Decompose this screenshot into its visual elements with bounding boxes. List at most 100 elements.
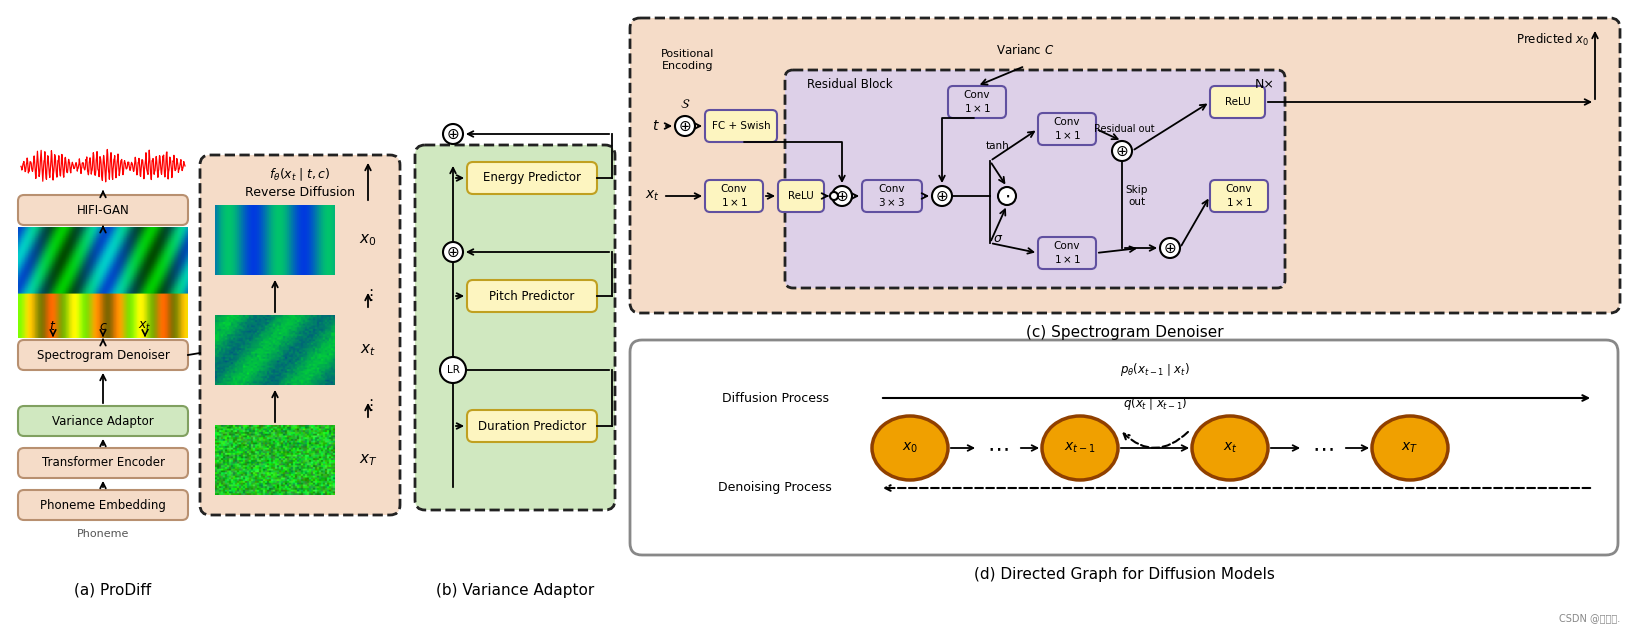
Text: $\cdot$: $\cdot$: [1005, 186, 1010, 205]
Text: Diffusion Process: Diffusion Process: [721, 392, 828, 404]
Text: $t$: $t$: [652, 119, 660, 133]
Text: (b) Variance Adaptor: (b) Variance Adaptor: [436, 583, 595, 597]
Text: N×: N×: [1255, 78, 1275, 92]
Circle shape: [830, 192, 838, 200]
Text: $\oplus$: $\oplus$: [446, 127, 460, 141]
Text: $x_t$: $x_t$: [646, 189, 660, 203]
Text: $\sigma$: $\sigma$: [993, 232, 1003, 244]
Text: Conv
$1\times1$: Conv $1\times1$: [1225, 184, 1252, 208]
Text: Denoising Process: Denoising Process: [718, 481, 832, 495]
Text: Varianc $C$: Varianc $C$: [996, 43, 1054, 57]
Text: CSDN @张小璃.: CSDN @张小璃.: [1558, 613, 1621, 623]
FancyBboxPatch shape: [786, 70, 1285, 288]
Text: $x_T$: $x_T$: [1402, 441, 1418, 455]
FancyBboxPatch shape: [18, 340, 188, 370]
Text: Phoneme Embedding: Phoneme Embedding: [40, 499, 166, 511]
Text: ReLU: ReLU: [1225, 97, 1250, 107]
Text: Residual Block: Residual Block: [807, 78, 893, 92]
Text: tanh: tanh: [987, 141, 1010, 151]
Text: $\oplus$: $\oplus$: [679, 118, 692, 134]
Circle shape: [1112, 141, 1131, 161]
Text: Pitch Predictor: Pitch Predictor: [489, 289, 575, 303]
Text: (a) ProDiff: (a) ProDiff: [74, 583, 152, 597]
FancyBboxPatch shape: [861, 180, 922, 212]
Text: $f_\theta(x_t\mid t,c)$: $f_\theta(x_t\mid t,c)$: [270, 167, 331, 183]
FancyBboxPatch shape: [18, 195, 188, 225]
FancyBboxPatch shape: [631, 340, 1617, 555]
Ellipse shape: [1192, 416, 1268, 480]
Text: Energy Predictor: Energy Predictor: [483, 172, 581, 184]
Circle shape: [675, 116, 695, 136]
Text: Skip
out: Skip out: [1127, 185, 1148, 207]
Text: HIFI-GAN: HIFI-GAN: [77, 204, 130, 216]
Text: $x_t$: $x_t$: [138, 319, 152, 333]
Text: Reverse Diffusion: Reverse Diffusion: [245, 186, 356, 200]
Text: Spectrogram Denoiser: Spectrogram Denoiser: [36, 349, 170, 361]
FancyBboxPatch shape: [18, 406, 188, 436]
Text: LR: LR: [446, 365, 460, 375]
Text: $\oplus$: $\oplus$: [1163, 240, 1176, 256]
Circle shape: [932, 186, 952, 206]
FancyBboxPatch shape: [18, 448, 188, 478]
Text: Duration Predictor: Duration Predictor: [478, 420, 586, 432]
Text: $\mathcal{S}$: $\mathcal{S}$: [680, 97, 690, 111]
Text: $q(x_t\mid x_{t-1})$: $q(x_t\mid x_{t-1})$: [1123, 394, 1187, 411]
Text: (c) Spectrogram Denoiser: (c) Spectrogram Denoiser: [1026, 326, 1224, 340]
FancyBboxPatch shape: [18, 490, 188, 520]
FancyBboxPatch shape: [1038, 113, 1095, 145]
Text: Transformer Encoder: Transformer Encoder: [41, 457, 165, 469]
Text: Positional
Encoding: Positional Encoding: [662, 49, 715, 71]
Text: Variance Adaptor: Variance Adaptor: [53, 415, 153, 427]
Circle shape: [443, 124, 463, 144]
FancyBboxPatch shape: [199, 155, 400, 515]
Text: Phoneme: Phoneme: [77, 529, 128, 539]
Text: $\oplus$: $\oplus$: [446, 244, 460, 259]
FancyBboxPatch shape: [777, 180, 824, 212]
FancyBboxPatch shape: [468, 410, 596, 442]
Text: Conv
$1\times1$: Conv $1\times1$: [1054, 117, 1080, 141]
Text: Conv
$1\times1$: Conv $1\times1$: [963, 90, 990, 114]
Text: $c$: $c$: [99, 319, 107, 333]
Text: Conv
$1\times1$: Conv $1\times1$: [1054, 241, 1080, 265]
Text: $\oplus$: $\oplus$: [835, 188, 848, 204]
Text: $\cdots$: $\cdots$: [1313, 438, 1334, 458]
Text: $x_T$: $x_T$: [359, 452, 377, 468]
Text: $x_0$: $x_0$: [359, 232, 377, 248]
Circle shape: [998, 187, 1016, 205]
Text: $\vdots$: $\vdots$: [362, 397, 374, 413]
Text: FC + Swish: FC + Swish: [712, 121, 771, 131]
Ellipse shape: [871, 416, 949, 480]
Text: ReLU: ReLU: [789, 191, 814, 201]
FancyBboxPatch shape: [468, 162, 596, 194]
Text: $\oplus$: $\oplus$: [1115, 144, 1128, 158]
Text: Conv
$1\times1$: Conv $1\times1$: [720, 184, 748, 208]
Text: Residual out: Residual out: [1094, 124, 1155, 134]
FancyBboxPatch shape: [1211, 180, 1268, 212]
Text: $\cdots$: $\cdots$: [987, 438, 1010, 458]
FancyBboxPatch shape: [415, 145, 614, 510]
Circle shape: [1159, 238, 1179, 258]
Ellipse shape: [1372, 416, 1448, 480]
Text: $x_t$: $x_t$: [361, 342, 376, 358]
Circle shape: [832, 186, 851, 206]
FancyBboxPatch shape: [705, 180, 763, 212]
Text: Predicted $x_0$: Predicted $x_0$: [1515, 32, 1588, 48]
Text: Conv
$3\times3$: Conv $3\times3$: [878, 184, 906, 208]
Text: $\oplus$: $\oplus$: [935, 188, 949, 204]
Text: $p_\theta(x_{t-1}\mid x_t)$: $p_\theta(x_{t-1}\mid x_t)$: [1120, 361, 1189, 378]
Circle shape: [443, 242, 463, 262]
FancyBboxPatch shape: [468, 280, 596, 312]
Text: $x_0$: $x_0$: [903, 441, 917, 455]
Ellipse shape: [1043, 416, 1118, 480]
Text: $\vdots$: $\vdots$: [362, 287, 374, 303]
Text: $x_t$: $x_t$: [1222, 441, 1237, 455]
FancyBboxPatch shape: [631, 18, 1621, 313]
Circle shape: [440, 357, 466, 383]
FancyBboxPatch shape: [949, 86, 1006, 118]
Text: $x_{t-1}$: $x_{t-1}$: [1064, 441, 1095, 455]
FancyBboxPatch shape: [1211, 86, 1265, 118]
FancyBboxPatch shape: [1038, 237, 1095, 269]
Text: (d) Directed Graph for Diffusion Models: (d) Directed Graph for Diffusion Models: [973, 567, 1275, 583]
Text: $t$: $t$: [49, 319, 56, 333]
FancyBboxPatch shape: [705, 110, 777, 142]
